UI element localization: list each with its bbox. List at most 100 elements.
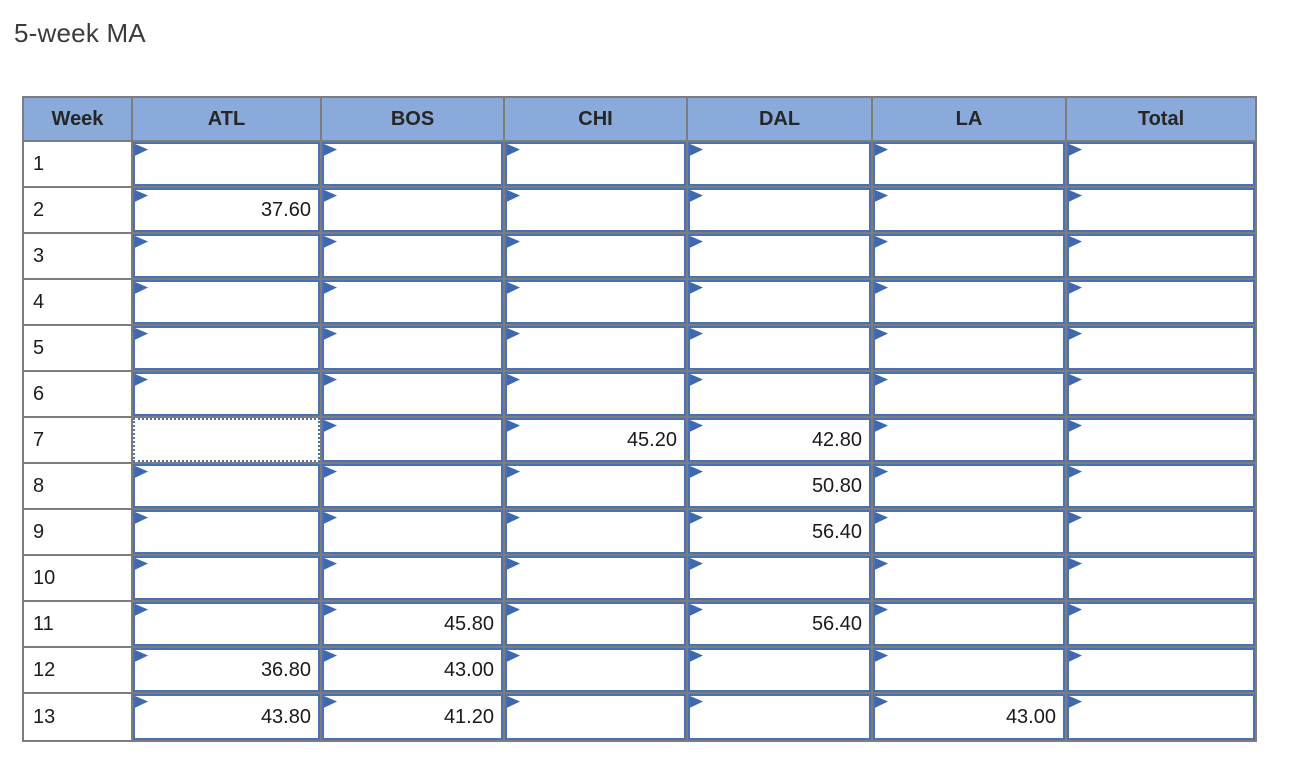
cell-input[interactable]: 45.20 <box>505 418 686 462</box>
cell-input[interactable] <box>505 142 686 186</box>
cell-input[interactable] <box>322 280 503 324</box>
flag-icon <box>875 282 888 294</box>
cell-input[interactable] <box>322 326 503 370</box>
cell-input[interactable] <box>505 464 686 508</box>
cell-input[interactable] <box>1067 510 1255 554</box>
cell-input[interactable] <box>1067 694 1255 740</box>
cell-input[interactable] <box>873 142 1065 186</box>
cell-input[interactable] <box>322 418 503 462</box>
cell-input[interactable] <box>1067 188 1255 232</box>
cell-input[interactable] <box>322 556 503 600</box>
data-cell: 56.40 <box>688 602 873 648</box>
cell-input-selected[interactable] <box>133 418 320 462</box>
cell-input[interactable] <box>505 602 686 646</box>
cell-input[interactable] <box>505 510 686 554</box>
flag-icon <box>1069 328 1082 340</box>
cell-input[interactable]: 43.00 <box>322 648 503 692</box>
cell-input[interactable] <box>873 188 1065 232</box>
data-cell: 45.20 <box>505 418 688 464</box>
cell-input[interactable] <box>688 280 871 324</box>
cell-input[interactable] <box>873 234 1065 278</box>
data-cell <box>873 372 1067 418</box>
flag-icon <box>507 236 520 248</box>
cell-input[interactable] <box>873 372 1065 416</box>
data-cell: 43.00 <box>322 648 505 694</box>
cell-input[interactable] <box>1067 234 1255 278</box>
cell-input[interactable] <box>505 648 686 692</box>
cell-input[interactable]: 45.80 <box>322 602 503 646</box>
cell-input[interactable]: 43.80 <box>133 694 320 740</box>
cell-input[interactable] <box>1067 280 1255 324</box>
cell-input[interactable] <box>688 234 871 278</box>
data-cell <box>688 188 873 234</box>
cell-input[interactable] <box>322 510 503 554</box>
cell-input[interactable] <box>688 326 871 370</box>
cell-input[interactable] <box>322 142 503 186</box>
cell-input[interactable] <box>688 188 871 232</box>
cell-input[interactable] <box>505 694 686 740</box>
data-cell <box>505 694 688 740</box>
cell-input[interactable]: 36.80 <box>133 648 320 692</box>
cell-input[interactable] <box>873 602 1065 646</box>
cell-input[interactable] <box>505 234 686 278</box>
cell-input[interactable] <box>873 556 1065 600</box>
cell-input[interactable] <box>133 510 320 554</box>
cell-input[interactable] <box>873 464 1065 508</box>
cell-input[interactable] <box>1067 464 1255 508</box>
cell-input[interactable]: 56.40 <box>688 510 871 554</box>
page-title: 5-week MA <box>14 18 146 48</box>
cell-input[interactable] <box>322 234 503 278</box>
cell-input[interactable] <box>1067 326 1255 370</box>
cell-input[interactable]: 56.40 <box>688 602 871 646</box>
cell-input[interactable] <box>505 372 686 416</box>
header-cell-dal: DAL <box>688 98 873 142</box>
cell-input[interactable] <box>133 556 320 600</box>
cell-input[interactable] <box>505 326 686 370</box>
cell-input[interactable] <box>322 188 503 232</box>
cell-input[interactable]: 50.80 <box>688 464 871 508</box>
cell-input[interactable] <box>1067 648 1255 692</box>
cell-input[interactable] <box>1067 602 1255 646</box>
flag-icon <box>1069 144 1082 156</box>
cell-input[interactable] <box>1067 142 1255 186</box>
cell-input[interactable] <box>133 234 320 278</box>
cell-input[interactable] <box>133 372 320 416</box>
cell-input[interactable] <box>688 142 871 186</box>
cell-input[interactable]: 41.20 <box>322 694 503 740</box>
cell-input[interactable] <box>688 372 871 416</box>
cell-input[interactable]: 37.60 <box>133 188 320 232</box>
flag-icon <box>690 374 703 386</box>
cell-input[interactable] <box>322 464 503 508</box>
cell-input[interactable] <box>873 510 1065 554</box>
cell-input[interactable] <box>1067 372 1255 416</box>
data-cell: 36.80 <box>133 648 322 694</box>
flag-icon <box>875 696 888 708</box>
cell-input[interactable] <box>688 694 871 740</box>
cell-input[interactable] <box>873 648 1065 692</box>
cell-input[interactable] <box>505 280 686 324</box>
cell-input[interactable] <box>133 142 320 186</box>
cell-input[interactable] <box>873 326 1065 370</box>
cell-input[interactable] <box>505 188 686 232</box>
flag-icon <box>507 420 520 432</box>
cell-input[interactable] <box>322 372 503 416</box>
cell-input[interactable] <box>133 280 320 324</box>
cell-input[interactable] <box>133 602 320 646</box>
data-cell <box>688 372 873 418</box>
cell-input[interactable] <box>1067 418 1255 462</box>
cell-input[interactable] <box>1067 556 1255 600</box>
flag-icon <box>507 144 520 156</box>
cell-input[interactable] <box>133 326 320 370</box>
flag-icon <box>135 144 148 156</box>
cell-input[interactable] <box>505 556 686 600</box>
flag-icon <box>1069 190 1082 202</box>
cell-input[interactable]: 43.00 <box>873 694 1065 740</box>
flag-icon <box>135 190 148 202</box>
cell-input[interactable] <box>688 556 871 600</box>
cell-input[interactable] <box>133 464 320 508</box>
cell-input[interactable] <box>873 418 1065 462</box>
cell-value: 43.00 <box>1005 706 1056 728</box>
cell-input[interactable] <box>873 280 1065 324</box>
cell-input[interactable]: 42.80 <box>688 418 871 462</box>
cell-input[interactable] <box>688 648 871 692</box>
